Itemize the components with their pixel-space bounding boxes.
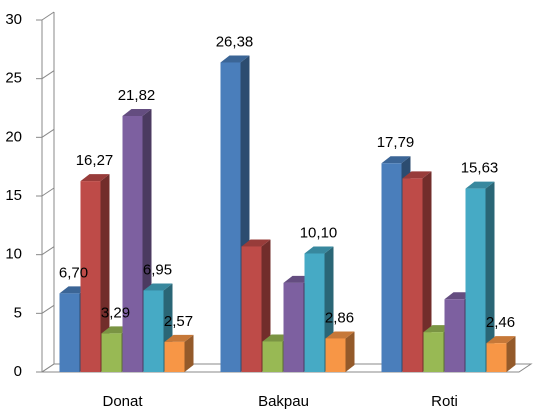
bar-top xyxy=(381,156,411,164)
data-label: 6,95 xyxy=(143,261,172,278)
bar xyxy=(262,341,283,372)
bar xyxy=(143,290,164,372)
bar-top xyxy=(143,283,173,291)
data-label: 3,29 xyxy=(101,304,130,321)
bar xyxy=(304,253,325,372)
grid-line xyxy=(41,70,55,80)
bar-side xyxy=(100,174,110,372)
bar xyxy=(465,188,486,372)
bar xyxy=(122,115,143,372)
x-tick-label: Roti xyxy=(431,393,458,410)
y-tick-label: 10 xyxy=(5,246,22,263)
x-tick-label: Donat xyxy=(102,393,143,410)
data-label: 17,79 xyxy=(377,134,415,151)
bar-top xyxy=(122,108,152,116)
data-label: 16,27 xyxy=(76,152,114,169)
grid-line xyxy=(41,187,55,197)
bar xyxy=(80,181,101,372)
bar-top xyxy=(402,171,432,179)
bar-top xyxy=(325,331,355,339)
grid-line xyxy=(41,246,55,256)
data-label: 10,10 xyxy=(300,224,338,241)
bar xyxy=(486,343,507,372)
x-tick-label: Bakpau xyxy=(258,393,309,410)
y-tick-label: 30 xyxy=(5,11,22,28)
bar-side xyxy=(345,331,355,372)
y-tick-label: 20 xyxy=(5,128,22,145)
bar-top xyxy=(465,181,495,189)
bar-side xyxy=(506,336,516,372)
bar xyxy=(164,341,185,372)
bar-top xyxy=(486,336,516,344)
y-tick-label: 5 xyxy=(14,304,22,321)
bar-top xyxy=(80,174,110,182)
data-label: 21,82 xyxy=(118,87,156,104)
bar-side xyxy=(485,181,495,372)
bar-top xyxy=(164,334,194,342)
grid-line xyxy=(41,11,55,21)
bar xyxy=(241,246,262,372)
bar-side xyxy=(184,334,194,372)
grid-line xyxy=(41,363,55,373)
bar-top xyxy=(241,239,271,247)
bar xyxy=(283,282,304,372)
grid-line xyxy=(41,304,55,314)
bar xyxy=(59,293,80,372)
bar-side xyxy=(422,171,432,372)
bar xyxy=(423,332,444,372)
bar xyxy=(444,299,465,372)
bar xyxy=(402,178,423,372)
grid-line xyxy=(41,128,55,138)
data-label: 6,70 xyxy=(59,264,88,281)
data-label: 2,86 xyxy=(325,309,354,326)
data-label: 2,57 xyxy=(164,313,193,330)
bar xyxy=(220,62,241,372)
y-tick-label: 0 xyxy=(14,363,22,380)
bar-top xyxy=(220,55,250,63)
y-tick-label: 15 xyxy=(5,187,22,204)
bar xyxy=(325,338,346,372)
data-label: 15,63 xyxy=(461,160,499,177)
bar xyxy=(381,163,402,372)
bar-top xyxy=(304,246,334,254)
data-label: 26,38 xyxy=(216,33,254,50)
y-tick-label: 25 xyxy=(5,70,22,87)
data-label: 2,46 xyxy=(486,314,515,331)
bar xyxy=(101,333,122,372)
